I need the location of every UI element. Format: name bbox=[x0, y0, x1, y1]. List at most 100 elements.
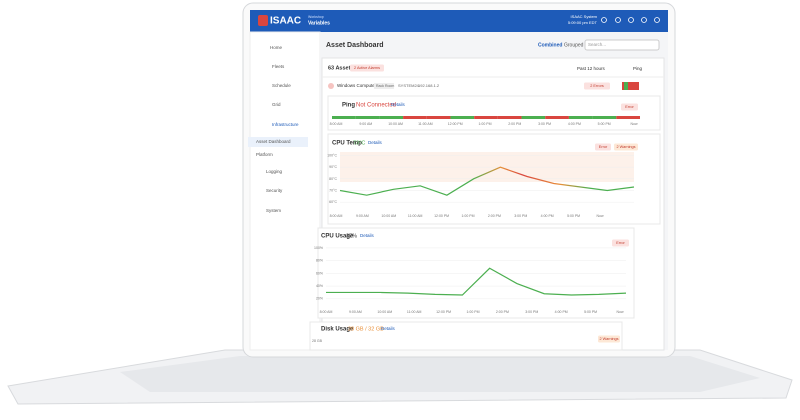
cpu-usage-panel bbox=[317, 227, 635, 319]
x-tick-label: Now bbox=[596, 214, 603, 218]
logo-icon bbox=[258, 15, 268, 26]
x-tick-label: 10:00 AM bbox=[388, 122, 403, 126]
nav-item[interactable]: Home bbox=[270, 45, 283, 50]
panel-value: 73°C bbox=[353, 140, 365, 146]
x-tick-label: 2:00 PM bbox=[488, 214, 501, 218]
icon[interactable] bbox=[641, 17, 647, 23]
x-tick-label: 3:00 PM bbox=[525, 310, 538, 314]
ping-segment bbox=[568, 116, 593, 119]
nav-item[interactable]: Asset Dashboard bbox=[256, 139, 291, 144]
y-tick-label: 100% bbox=[314, 246, 323, 250]
site: Workshop bbox=[308, 15, 324, 19]
badge-label: 2 Warnings bbox=[616, 145, 635, 149]
panel-value: 37% bbox=[346, 233, 357, 239]
icon[interactable] bbox=[628, 17, 634, 23]
nav-item[interactable]: Logging bbox=[266, 169, 283, 174]
page-name[interactable]: Variables bbox=[308, 20, 330, 26]
y-tick-label: 60°C bbox=[329, 200, 337, 204]
ping-panel bbox=[327, 95, 661, 131]
logo: ISAAC bbox=[270, 16, 301, 27]
ping-segment bbox=[426, 116, 451, 119]
badge bbox=[584, 82, 610, 90]
badge-label: 2 Active Alarms bbox=[354, 66, 380, 70]
x-tick-label: 1:00 PM bbox=[478, 122, 491, 126]
status-strip bbox=[622, 82, 639, 90]
time-range[interactable]: Past 12 hours bbox=[577, 66, 606, 71]
asset-icon bbox=[328, 83, 334, 89]
clock: 5:09:00 pm EDT bbox=[568, 20, 598, 25]
location-tag bbox=[374, 83, 394, 89]
badge-label: Error bbox=[625, 105, 634, 109]
x-tick-label: 8:00 AM bbox=[330, 122, 343, 126]
badge-label: 2 Warnings bbox=[599, 337, 618, 341]
icon[interactable] bbox=[654, 17, 660, 23]
nav-item[interactable]: Security bbox=[266, 188, 283, 193]
details-link[interactable]: Details bbox=[381, 326, 396, 331]
nav-item[interactable]: Platform bbox=[256, 152, 273, 157]
data-line bbox=[339, 166, 635, 196]
badge bbox=[598, 335, 620, 343]
header-bar bbox=[250, 10, 668, 32]
asset-name[interactable]: Windows Computer bbox=[337, 83, 377, 88]
x-tick-label: 10:00 AM bbox=[381, 214, 396, 218]
x-tick-label: 1:00 PM bbox=[461, 214, 474, 218]
y-tick-label: 90°C bbox=[329, 165, 337, 169]
sort-by[interactable]: Ping bbox=[633, 66, 643, 71]
panel-title: CPU Usage bbox=[321, 234, 354, 240]
x-tick-label: 4:00 PM bbox=[555, 310, 568, 314]
badge-label: Error bbox=[599, 145, 608, 149]
ping-segment bbox=[355, 116, 380, 119]
y-tick-label: 80°C bbox=[329, 177, 337, 181]
x-tick-label: 2:00 PM bbox=[496, 310, 509, 314]
x-tick-label: 1:00 PM bbox=[466, 310, 479, 314]
x-tick-label: 9:00 AM bbox=[359, 122, 372, 126]
badge bbox=[612, 239, 629, 247]
badge bbox=[595, 143, 611, 151]
ping-segment bbox=[497, 116, 522, 119]
nav-item[interactable]: Schedule bbox=[272, 83, 291, 88]
ping-segment bbox=[379, 116, 404, 119]
icon[interactable] bbox=[601, 17, 607, 23]
nav-item[interactable]: System bbox=[266, 208, 281, 213]
sidebar bbox=[249, 31, 321, 351]
nav-item[interactable]: Infrastructure bbox=[272, 122, 299, 127]
search-box[interactable] bbox=[584, 39, 660, 51]
details-link[interactable]: Details bbox=[391, 102, 406, 107]
x-tick-label: 5:00 PM bbox=[598, 122, 611, 126]
y-tick-label: 28 GB bbox=[312, 339, 323, 343]
ping-segment bbox=[521, 116, 546, 119]
details-link[interactable]: Details bbox=[368, 140, 383, 145]
y-tick-label: 70°C bbox=[329, 188, 337, 192]
ping-status: Not Connected bbox=[356, 103, 396, 109]
disk-panel bbox=[309, 321, 623, 351]
nav-active bbox=[248, 137, 308, 147]
x-tick-label: 5:00 PM bbox=[567, 214, 580, 218]
view-grouped[interactable]: Grouped bbox=[564, 42, 584, 48]
nav-item[interactable]: Grid bbox=[272, 102, 281, 107]
ping-segment bbox=[545, 116, 569, 119]
ping-segment bbox=[616, 116, 640, 119]
y-tick-label: 80% bbox=[316, 259, 323, 263]
ping-segment bbox=[450, 116, 475, 119]
asset-id: SYSTEM24 bbox=[398, 83, 420, 88]
badge-label: Error bbox=[616, 241, 625, 245]
x-tick-label: 12:00 PM bbox=[436, 310, 451, 314]
x-tick-label: Now bbox=[616, 310, 623, 314]
x-tick-label: 10:00 AM bbox=[377, 310, 392, 314]
x-tick-label: 5:00 PM bbox=[584, 310, 597, 314]
x-tick-label: 9:00 AM bbox=[349, 310, 362, 314]
nav-item[interactable]: Fleets bbox=[272, 64, 285, 69]
icon[interactable] bbox=[615, 17, 621, 23]
x-tick-label: 11:00 AM bbox=[408, 214, 423, 218]
ping-segment bbox=[592, 116, 617, 119]
x-tick-label: 2:00 PM bbox=[508, 122, 521, 126]
panel-title: CPU Temp bbox=[332, 141, 362, 147]
view-combined[interactable]: Combined bbox=[538, 42, 562, 48]
details-link[interactable]: Details bbox=[360, 233, 375, 238]
search-placeholder: Search... bbox=[588, 42, 606, 47]
ping-segment bbox=[474, 116, 498, 119]
keyboard bbox=[120, 356, 760, 392]
x-tick-label: 3:00 PM bbox=[538, 122, 551, 126]
y-tick-label: 40% bbox=[316, 284, 323, 288]
